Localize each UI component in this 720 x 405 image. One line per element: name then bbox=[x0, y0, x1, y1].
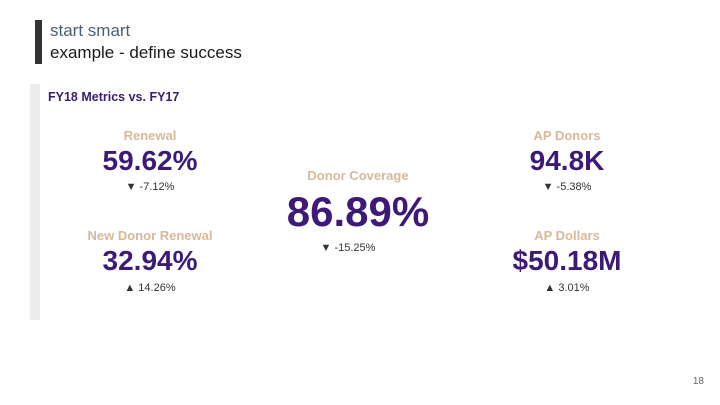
ap-donors-label: AP Donors bbox=[533, 128, 601, 143]
new-donor-renewal-value: 32.94% bbox=[102, 245, 198, 276]
metrics-panel bbox=[30, 84, 450, 320]
ap-dollars-label: AP Dollars bbox=[534, 228, 600, 243]
new-donor-renewal-label: New Donor Renewal bbox=[87, 228, 213, 243]
ap-donors-change: ▼ -5.38% bbox=[542, 181, 592, 193]
title-accent-bar bbox=[35, 20, 42, 64]
renewal-label: Renewal bbox=[123, 128, 177, 143]
new-donor-renewal-change: ▲ 14.26% bbox=[124, 282, 176, 294]
ap-dollars-value: $50.18M bbox=[512, 245, 622, 276]
donor-coverage-change: ▼ -15.25% bbox=[320, 242, 376, 254]
ap-dollars-change: ▲ 3.01% bbox=[544, 282, 590, 294]
slide-title: start smart bbox=[50, 21, 131, 40]
donor-coverage-value: 86.89% bbox=[286, 188, 430, 235]
ap-donors-value: 94.8K bbox=[529, 145, 605, 176]
panel-title: FY18 Metrics vs. FY17 bbox=[48, 90, 180, 104]
renewal-change: ▼ -7.12% bbox=[125, 181, 175, 193]
page-number: 18 bbox=[692, 376, 704, 387]
renewal-value: 59.62% bbox=[102, 145, 198, 176]
panel-left-strip bbox=[30, 84, 40, 320]
donor-coverage-label: Donor Coverage bbox=[307, 168, 409, 183]
slide-subtitle: example - define success bbox=[50, 43, 242, 62]
